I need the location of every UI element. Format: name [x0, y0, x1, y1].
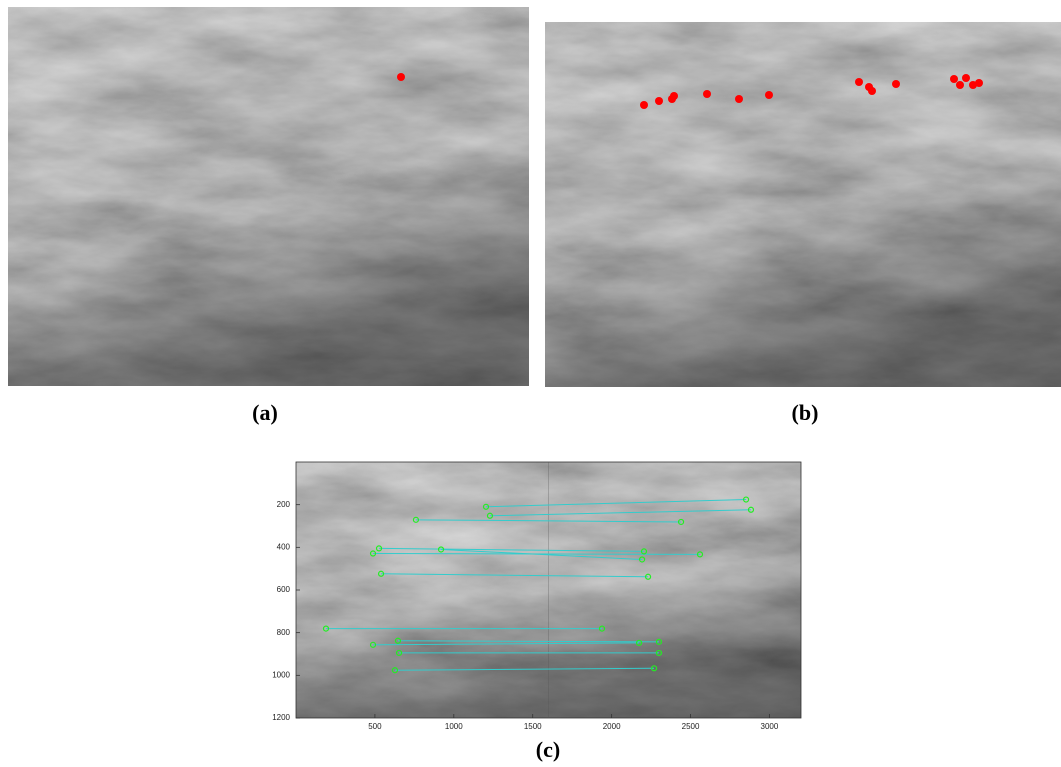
x-tick-label: 2000	[603, 722, 621, 731]
y-tick-label: 1200	[272, 713, 290, 722]
y-tick-label: 800	[277, 628, 291, 637]
image-a	[8, 7, 529, 386]
x-tick-label: 500	[368, 722, 382, 731]
y-tick-label: 200	[277, 500, 291, 509]
panel-label: (c)	[536, 737, 560, 762]
y-tick-label: 1000	[272, 670, 290, 679]
x-tick-label: 1000	[445, 722, 463, 731]
x-tick-label: 3000	[761, 722, 779, 731]
image-b	[545, 22, 1061, 387]
plot-c: 500 1000 1500 2000 2500 3000 200 400 600 800 1000 1…	[272, 462, 801, 731]
panel-label: (a)	[252, 400, 278, 425]
y-tick-label: 600	[277, 585, 291, 594]
keypoint	[397, 73, 405, 81]
x-tick-label: 2500	[682, 722, 700, 731]
panel-label: (b)	[792, 400, 819, 425]
y-tick-label: 400	[277, 542, 291, 551]
x-tick-label: 1500	[524, 722, 542, 731]
figure: (a) (b) (c) 500 1000 1500 2000 2500 3000 200 40…	[0, 0, 1061, 767]
